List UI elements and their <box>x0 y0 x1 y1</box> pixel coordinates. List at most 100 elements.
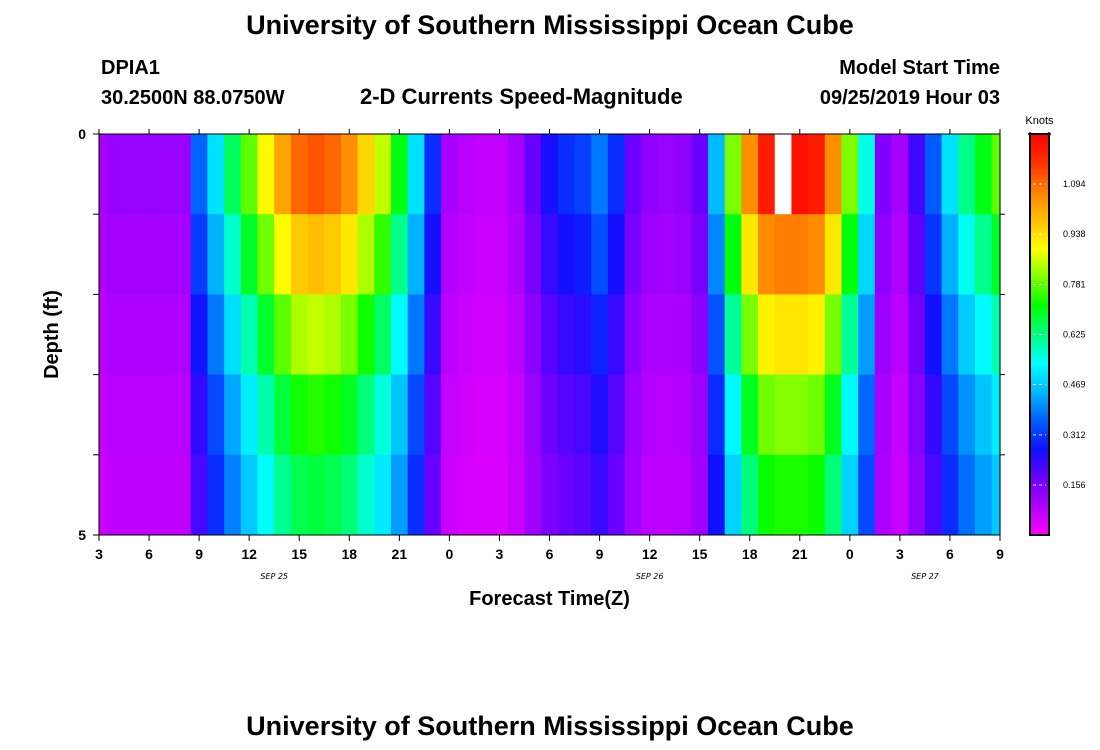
heatmap-cell <box>290 454 309 536</box>
heatmap-cell <box>657 214 676 295</box>
y-tick-label: 5 <box>78 527 86 543</box>
x-tick-label: 6 <box>145 546 153 562</box>
heatmap-cell <box>974 134 993 215</box>
heatmap-cell <box>808 454 826 536</box>
heatmap-cell <box>841 374 859 456</box>
heatmap-cell <box>991 454 1001 536</box>
heatmap-cell <box>824 374 843 456</box>
heatmap-cell <box>674 294 692 375</box>
colorbar-tick-label: 0.312 <box>1063 430 1086 440</box>
heatmap-cell <box>524 454 542 536</box>
heatmap-cell <box>190 214 209 295</box>
colorbar-unit: Knots <box>1025 115 1054 127</box>
heatmap-cell <box>324 454 342 536</box>
heatmap-cell <box>107 134 125 215</box>
heatmap-cell <box>507 134 526 215</box>
heatmap-cell <box>457 214 476 295</box>
heatmap-cell <box>724 374 742 456</box>
heatmap-cell <box>124 134 142 215</box>
x-tick-label: 21 <box>792 546 808 562</box>
heatmap-cell <box>624 294 642 375</box>
heatmap-cell <box>641 454 659 536</box>
heatmap-cell <box>958 294 976 375</box>
heatmap-cell <box>324 294 342 375</box>
heatmap-cell <box>874 214 893 295</box>
colorbar-corner-dot <box>1028 132 1032 136</box>
station-id: DPIA1 <box>101 57 160 79</box>
heatmap-cell <box>958 214 976 295</box>
heatmap-cell <box>974 374 993 456</box>
heatmap-cell <box>758 134 776 215</box>
colorbar-tick-label: 0.625 <box>1063 330 1086 340</box>
heatmap-cell <box>641 134 659 215</box>
heatmap-cell <box>324 214 342 295</box>
heatmap-cell <box>257 294 275 375</box>
y-axis-title: Depth (ft) <box>41 290 63 379</box>
heatmap-cell <box>724 214 742 295</box>
heatmap-cell <box>708 214 726 295</box>
heatmap-cell <box>774 294 793 375</box>
heatmap-cell <box>808 134 826 215</box>
heatmap-cell <box>958 454 976 536</box>
heatmap-cell <box>858 214 876 295</box>
heatmap-cell <box>524 134 542 215</box>
heatmap-cell <box>99 374 108 456</box>
x-tick-label: 15 <box>692 546 708 562</box>
heatmap-cell <box>224 214 242 295</box>
heatmap-cell <box>224 454 242 536</box>
heatmap-cell <box>874 374 893 456</box>
heatmap-cell <box>941 454 959 536</box>
x-date-label: SEP 26 <box>636 572 664 581</box>
colorbar: 0.156 0.312 0.469 0.625 0.781 0.938 1.094 Knots <box>1025 115 1086 536</box>
colorbar-tick-label: 0.781 <box>1063 279 1086 289</box>
heatmap-cell <box>924 214 943 295</box>
heatmap-cell <box>441 454 459 536</box>
heatmap-cell <box>107 374 125 456</box>
heatmap-cell <box>340 214 359 295</box>
heatmap-cell <box>357 294 375 375</box>
heatmap-cell <box>174 454 192 536</box>
heatmap-cell <box>207 294 225 375</box>
heatmap-cell <box>374 214 392 295</box>
heatmap-cell <box>357 214 375 295</box>
heatmap-cell <box>541 374 559 456</box>
heatmap-cell <box>407 454 425 536</box>
x-tick-label: 0 <box>846 546 854 562</box>
heatmap-cell <box>474 214 492 295</box>
heatmap-cell <box>340 294 359 375</box>
heatmap-cell <box>841 214 859 295</box>
heatmap-cell <box>741 454 759 536</box>
heatmap-cell <box>691 134 709 215</box>
model-start-value: 09/25/2019 Hour 03 <box>819 87 1000 109</box>
heatmap-cell <box>274 374 292 456</box>
heatmap-cell <box>124 454 142 536</box>
heatmap-cell <box>290 134 309 215</box>
plot-title: 2-D Currents Speed-Magnitude <box>360 84 683 109</box>
heatmap-cell <box>958 134 976 215</box>
heatmap-cell <box>307 294 325 375</box>
heatmap-cell <box>140 454 158 536</box>
heatmap-cell <box>657 374 676 456</box>
heatmap-cell <box>607 454 626 536</box>
x-tick-label: 3 <box>496 546 504 562</box>
heatmap-cell <box>390 454 409 536</box>
heatmap-cell <box>557 374 576 456</box>
heatmap-cell <box>858 294 876 375</box>
heatmap-cell <box>557 294 576 375</box>
heatmap-cell <box>841 294 859 375</box>
colorbar-tick-label: 0.938 <box>1063 229 1086 239</box>
heatmap-cell <box>274 214 292 295</box>
x-tick-label: 18 <box>341 546 357 562</box>
heatmap-cell <box>708 374 726 456</box>
heatmap-cell <box>574 134 592 215</box>
heatmap-cell <box>591 374 609 456</box>
heatmap-cell <box>591 214 609 295</box>
heatmap-cell <box>808 294 826 375</box>
heatmap-cell <box>941 294 959 375</box>
heatmap-cell <box>691 454 709 536</box>
colorbar-tick-label: 0.156 <box>1063 480 1086 490</box>
heatmap-cell <box>491 454 509 536</box>
x-tick-label: 9 <box>596 546 604 562</box>
heatmap-cell <box>407 374 425 456</box>
heatmap-cell <box>190 454 209 536</box>
